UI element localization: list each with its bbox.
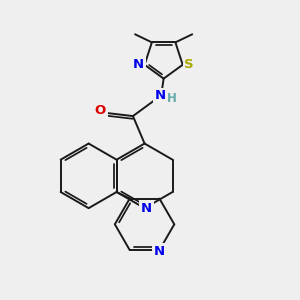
Text: N: N [154, 245, 165, 258]
Text: S: S [184, 58, 194, 70]
Text: H: H [167, 92, 176, 106]
Text: N: N [133, 58, 144, 70]
Text: N: N [155, 89, 166, 102]
Text: O: O [95, 104, 106, 117]
Text: N: N [141, 202, 152, 215]
